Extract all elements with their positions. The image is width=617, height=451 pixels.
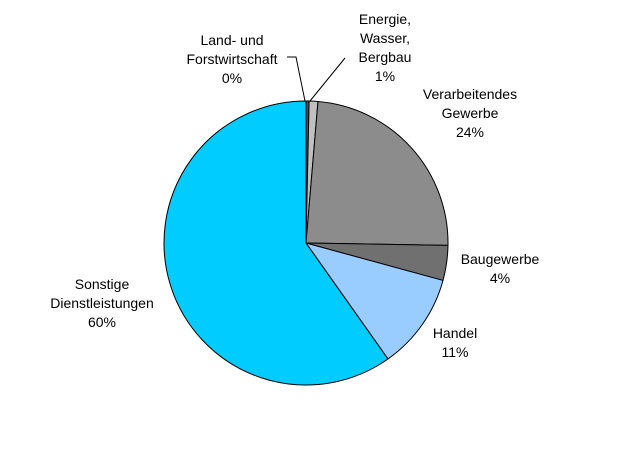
slice-label-line: Land- und [200,32,263,48]
slice-label-line: Wasser, [360,30,410,46]
leader-lines [287,56,346,102]
slice-label-line: Energie, [359,11,411,27]
slice-label-line: Sonstige [75,276,130,292]
slice-label-line: Gewerbe [442,105,499,121]
pie-slice-verarbeitendes-gewerbe [305,100,449,246]
slice-label-line: Verarbeitendes [423,86,517,102]
slice-label-verarbeitendes-gewerbe: Verarbeitendes Gewerbe 24% [423,86,517,140]
slice-percent-label: 24% [456,124,484,140]
slice-label-sonstige-dienstleistungen: Sonstige Dienstleistungen 60% [50,276,154,330]
slice-percent-label: 1% [375,68,395,84]
slice-label-line: Handel [433,325,477,341]
slice-labels: Land- und Forstwirtschaft 0% Energie, Wasser… [50,11,539,360]
pie-slice-handel [304,242,444,360]
slice-label-line: Bergbau [359,49,412,65]
slice-label-baugewerbe: Baugewerbe 4% [461,251,540,286]
slice-percent-label: 0% [222,70,242,86]
leader-line-land-und-forstwirtschaft [287,56,306,102]
slice-label-handel: Handel 11% [433,325,477,360]
pie-slice-sonstige-dienstleistungen [163,100,389,386]
slice-label-land-und-forstwirtschaft: Land- und Forstwirtschaft 0% [186,32,277,86]
slice-percent-label: 4% [490,270,510,286]
slice-percent-label: 60% [88,314,116,330]
slice-percent-label: 11% [442,344,469,360]
leader-line-energie-wasser-bergbau [309,57,346,102]
slice-label-line: Baugewerbe [461,251,540,267]
slice-label-line: Forstwirtschaft [186,51,277,67]
pie-slices [163,100,449,386]
slice-label-line: Dienstleistungen [50,295,154,311]
slice-label-energie-wasser-bergbau: Energie, Wasser, Bergbau 1% [359,11,412,84]
